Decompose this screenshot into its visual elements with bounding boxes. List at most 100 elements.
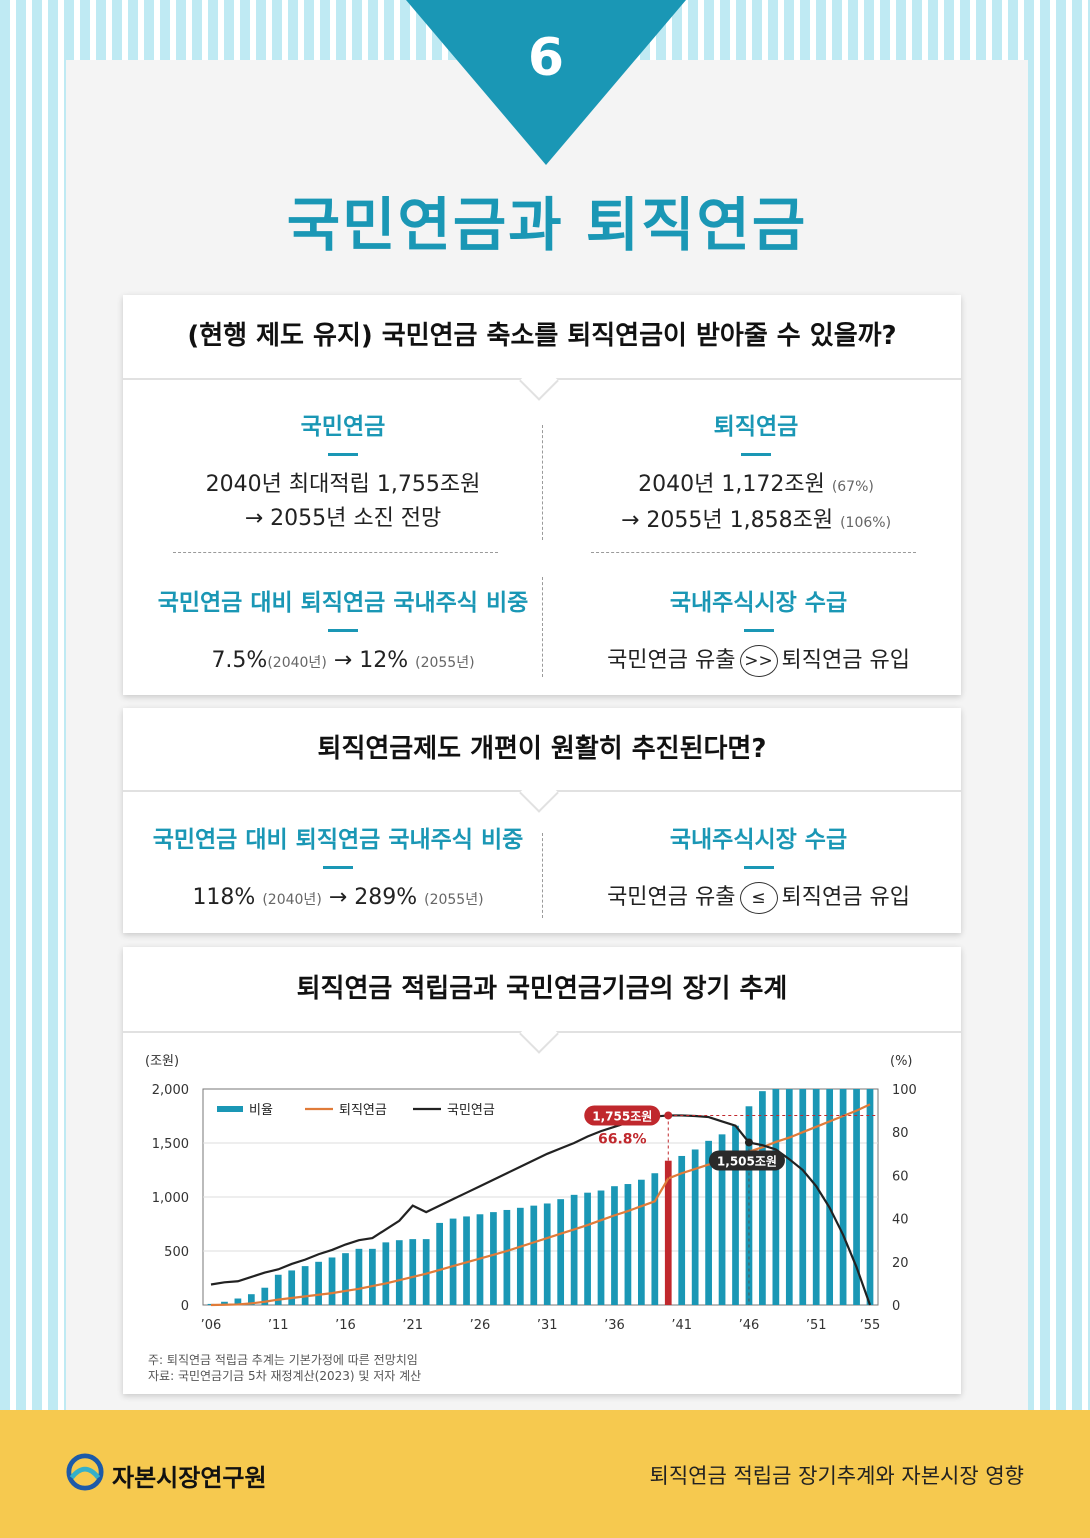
trend-chart: 0 500 1,000 1,500 2,000 0 20 40 60 80 100 (조원) (%) ’0… [145, 1054, 917, 1333]
ratio-v2-note: (2055년) [415, 655, 475, 671]
nps-line [210, 1114, 872, 1306]
ratio-bar [866, 1089, 874, 1305]
reform-ratio-v2: 289% [354, 885, 418, 910]
ratio-bar [342, 1253, 349, 1305]
ratio-bar [422, 1239, 430, 1305]
ratio-bar [611, 1186, 618, 1305]
x-tick-label: ’46 [739, 1318, 760, 1333]
supply-row: 국민연금 유출 >> 퇴직연금 유입 [561, 644, 956, 678]
footer-subtitle: 퇴직연금 적립금 장기추계와 자본시장 영향 [649, 1464, 1024, 1488]
ratio-bar [839, 1089, 847, 1305]
legend-swatch-ratio [217, 1106, 243, 1112]
ratio-bar [705, 1140, 712, 1305]
y-right-tick-label: 100 [892, 1083, 917, 1098]
ratio-arrow: → [333, 648, 353, 673]
y-left-tick-label: 2,000 [152, 1083, 189, 1098]
y-right-tick-label: 60 [892, 1169, 909, 1184]
legend-label-nps: 국민연금 [447, 1103, 495, 1118]
reform-supply-cell: 국내주식시장 수급 국민연금 유출 ≤ 퇴직연금 유입 [561, 820, 956, 915]
y-right-tick-label: 0 [892, 1299, 900, 1314]
rp-line [210, 1103, 871, 1307]
ratio-bar [261, 1287, 269, 1305]
divider-vertical [542, 425, 543, 540]
ratio-bar [449, 1218, 457, 1305]
ratio-dash [328, 629, 358, 632]
ratio-cell: 국민연금 대비 퇴직연금 국내주식 비중 7.5%(2040년) → 12% (… [143, 583, 543, 680]
supply-left: 국민연금 유출 [607, 648, 736, 673]
card-question-2: 퇴직연금제도 개편이 원활히 추진된다면? [123, 708, 961, 792]
ratio-bar [530, 1205, 538, 1305]
page-title: 국민연금과 퇴직연금 [286, 191, 808, 259]
reform-ratio-cell: 국민연금 대비 퇴직연금 국내주식 비중 118% (2040년) → 289%… [138, 820, 538, 917]
reform-ratio-dash [323, 866, 353, 869]
point-label-bg [708, 1150, 785, 1171]
rp-line1: 2040년 1,172조원 [638, 472, 825, 497]
reform-ratio-row: 118% (2040년) → 289% (2055년) [138, 881, 538, 917]
ratio-bar [826, 1089, 834, 1305]
divider-vertical-2 [542, 833, 543, 918]
ratio-bar [315, 1261, 322, 1305]
y-left-tick-label: 500 [164, 1245, 189, 1260]
supply-dash [743, 629, 774, 632]
ratio-bar [557, 1199, 565, 1305]
chart-title: 퇴직연금 적립금과 국민연금기금의 장기 추계 [123, 947, 961, 1033]
ratio-bar [678, 1155, 686, 1305]
x-tick-label: ’11 [268, 1318, 289, 1333]
ratio-bar [503, 1209, 511, 1305]
ratio-bar [288, 1270, 296, 1305]
x-tick-label: ’06 [201, 1318, 222, 1333]
nps-line2: → 2055년 소진 전망 [244, 506, 442, 531]
nps-line1: 2040년 최대적립 1,755조원 [205, 472, 481, 497]
y-right-tick-label: 20 [892, 1256, 909, 1271]
reform-ratio-title: 국민연금 대비 퇴직연금 국내주식 비중 [152, 827, 524, 853]
legend-label-ratio: 비율 [249, 1103, 273, 1118]
ratio-bar [463, 1216, 470, 1305]
supply-right: 퇴직연금 유입 [781, 648, 910, 673]
ratio-bar [301, 1266, 309, 1305]
ratio-row: 7.5%(2040년) → 12% (2055년) [143, 644, 543, 680]
x-tick-label: ’51 [806, 1318, 827, 1333]
footer: 자본시장연구원 퇴직연금 적립금 장기추계와 자본시장 영향 [0, 1410, 1090, 1538]
ratio-bar [624, 1184, 632, 1305]
ratio-bar [691, 1149, 699, 1305]
x-tick-label: ’36 [604, 1318, 625, 1333]
divider-vertical-lower [542, 577, 543, 677]
ratio-bar [516, 1207, 524, 1305]
ratio-bar [812, 1089, 820, 1305]
ratio-bar [664, 1160, 672, 1305]
ratio-v2: 12% [359, 648, 409, 673]
rp-line1-row: 2040년 1,172조원 (67%) [566, 468, 946, 504]
ratio-bar [274, 1274, 282, 1305]
ratio-bar [355, 1248, 363, 1305]
ratio-bar [234, 1298, 242, 1305]
ratio-bar [772, 1089, 780, 1305]
reform-ratio-v1: 118% [192, 885, 256, 910]
max-point [664, 1111, 673, 1120]
supply-cell: 국내주식시장 수급 국민연금 유출 >> 퇴직연금 유입 [561, 583, 956, 678]
max-label-bg [584, 1105, 661, 1126]
ratio-bar [597, 1190, 605, 1305]
rp-dash [741, 453, 771, 456]
ratio-bar [638, 1179, 645, 1305]
reform-card: 퇴직연금제도 개편이 원활히 추진된다면? 국민연금 대비 퇴직연금 국내주식 … [123, 708, 961, 933]
reform-supply-right: 퇴직연금 유입 [781, 885, 910, 910]
ratio-v1-note: (2040년) [267, 655, 327, 671]
ratio-bar [328, 1257, 336, 1305]
ratio-bar [651, 1173, 659, 1305]
ratio-bar [570, 1194, 578, 1305]
ratio-bar [853, 1089, 860, 1305]
x-tick-label: ’16 [335, 1318, 356, 1333]
rp-title: 퇴직연금 [713, 414, 799, 440]
y-right-unit: (%) [890, 1054, 913, 1069]
point-label: 1,505조원 [717, 1154, 777, 1168]
ratio-bar [382, 1242, 390, 1305]
reform-supply-left: 국민연금 유출 [607, 885, 736, 910]
ratio-bar [369, 1248, 376, 1305]
reform-ratio-v1-note: (2040년) [262, 892, 322, 908]
ratio-bar [584, 1192, 591, 1305]
rp-line1-note: (67%) [831, 479, 874, 495]
ratio-bar [718, 1134, 726, 1305]
ratio-title: 국민연금 대비 퇴직연금 국내주식 비중 [157, 590, 529, 616]
number-triangle [406, 0, 686, 165]
ratio-bar [490, 1212, 497, 1305]
